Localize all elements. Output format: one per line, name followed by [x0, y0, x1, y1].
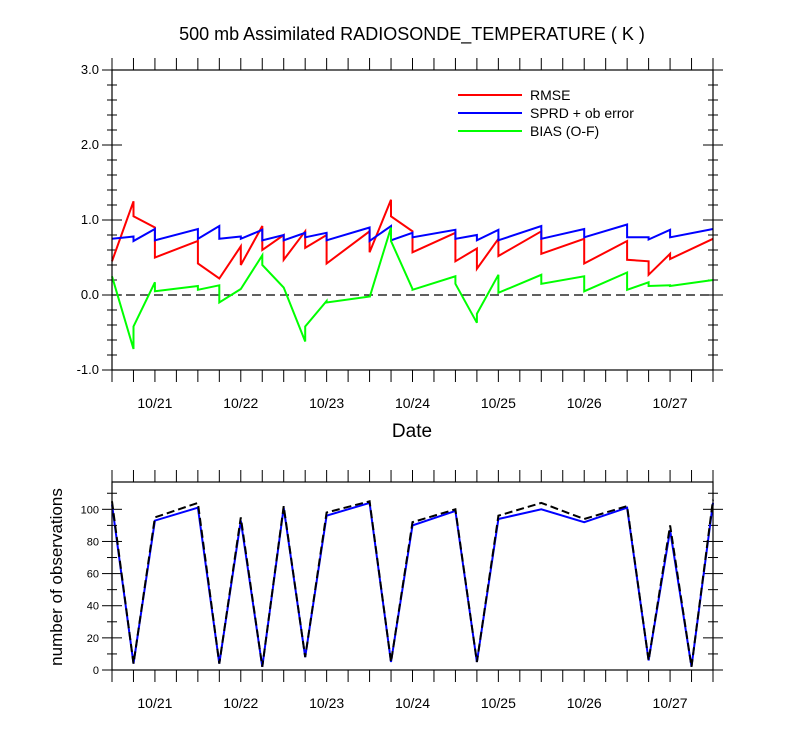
y-tick-label: 3.0 — [81, 62, 99, 77]
y-tick-label: 80 — [87, 536, 99, 548]
y-tick-label: 100 — [81, 504, 99, 516]
x-axis-label: Date — [392, 421, 432, 442]
x-tick-label: 10/21 — [137, 395, 172, 411]
x-tick-label: 10/25 — [481, 395, 516, 411]
y-tick-label: -1.0 — [77, 362, 99, 377]
plot-frame — [111, 69, 714, 371]
x-tick-label: 10/26 — [567, 695, 602, 711]
x-tick-label: 10/26 — [567, 395, 602, 411]
x-tick-label: 10/22 — [223, 695, 258, 711]
y-tick-label: 0.0 — [81, 287, 99, 302]
bottom-panel: 0 20 40 60 80 100 10/21 10/22 10/23 10/24 10/25 10/… — [81, 470, 723, 711]
legend-label-bias: BIAS (O-F) — [530, 123, 599, 139]
x-tick-label: 10/21 — [137, 695, 172, 711]
series-line-bias — [111, 227, 714, 350]
x-tick-label: 10/24 — [395, 695, 430, 711]
series-line-sprd — [111, 223, 714, 243]
top-panel: -1.0 0.0 1.0 2.0 3.0 10/21 10/22 10/23 10/24 10/2… — [77, 58, 723, 411]
x-tick-label: 10/27 — [653, 395, 688, 411]
x-tick-label: 10/23 — [309, 695, 344, 711]
series-line-obs-possible — [111, 499, 714, 667]
x-tick-label: 10/27 — [653, 695, 688, 711]
legend-label-rmse: RMSE — [530, 87, 570, 103]
y-axis-label-observations: number of observations — [47, 488, 66, 666]
y-tick-label: 40 — [87, 601, 99, 613]
x-tick-label: 10/24 — [395, 395, 430, 411]
x-tick-label: 10/23 — [309, 395, 344, 411]
y-tick-label: 60 — [87, 569, 99, 581]
y-tick-label: 2.0 — [81, 137, 99, 152]
legend-label-sprd: SPRD + ob error — [530, 105, 634, 121]
y-tick-label: 20 — [87, 633, 99, 645]
y-tick-label: 0 — [93, 665, 99, 677]
legend: RMSE SPRD + ob error BIAS (O-F) — [458, 87, 634, 139]
plot-frame — [111, 481, 714, 671]
chart-title: 500 mb Assimilated RADIOSONDE_TEMPERATUR… — [179, 24, 645, 45]
x-tick-label: 10/25 — [481, 695, 516, 711]
y-tick-label: 1.0 — [81, 212, 99, 227]
series-line-rmse — [111, 199, 714, 280]
x-tick-label: 10/22 — [223, 395, 258, 411]
